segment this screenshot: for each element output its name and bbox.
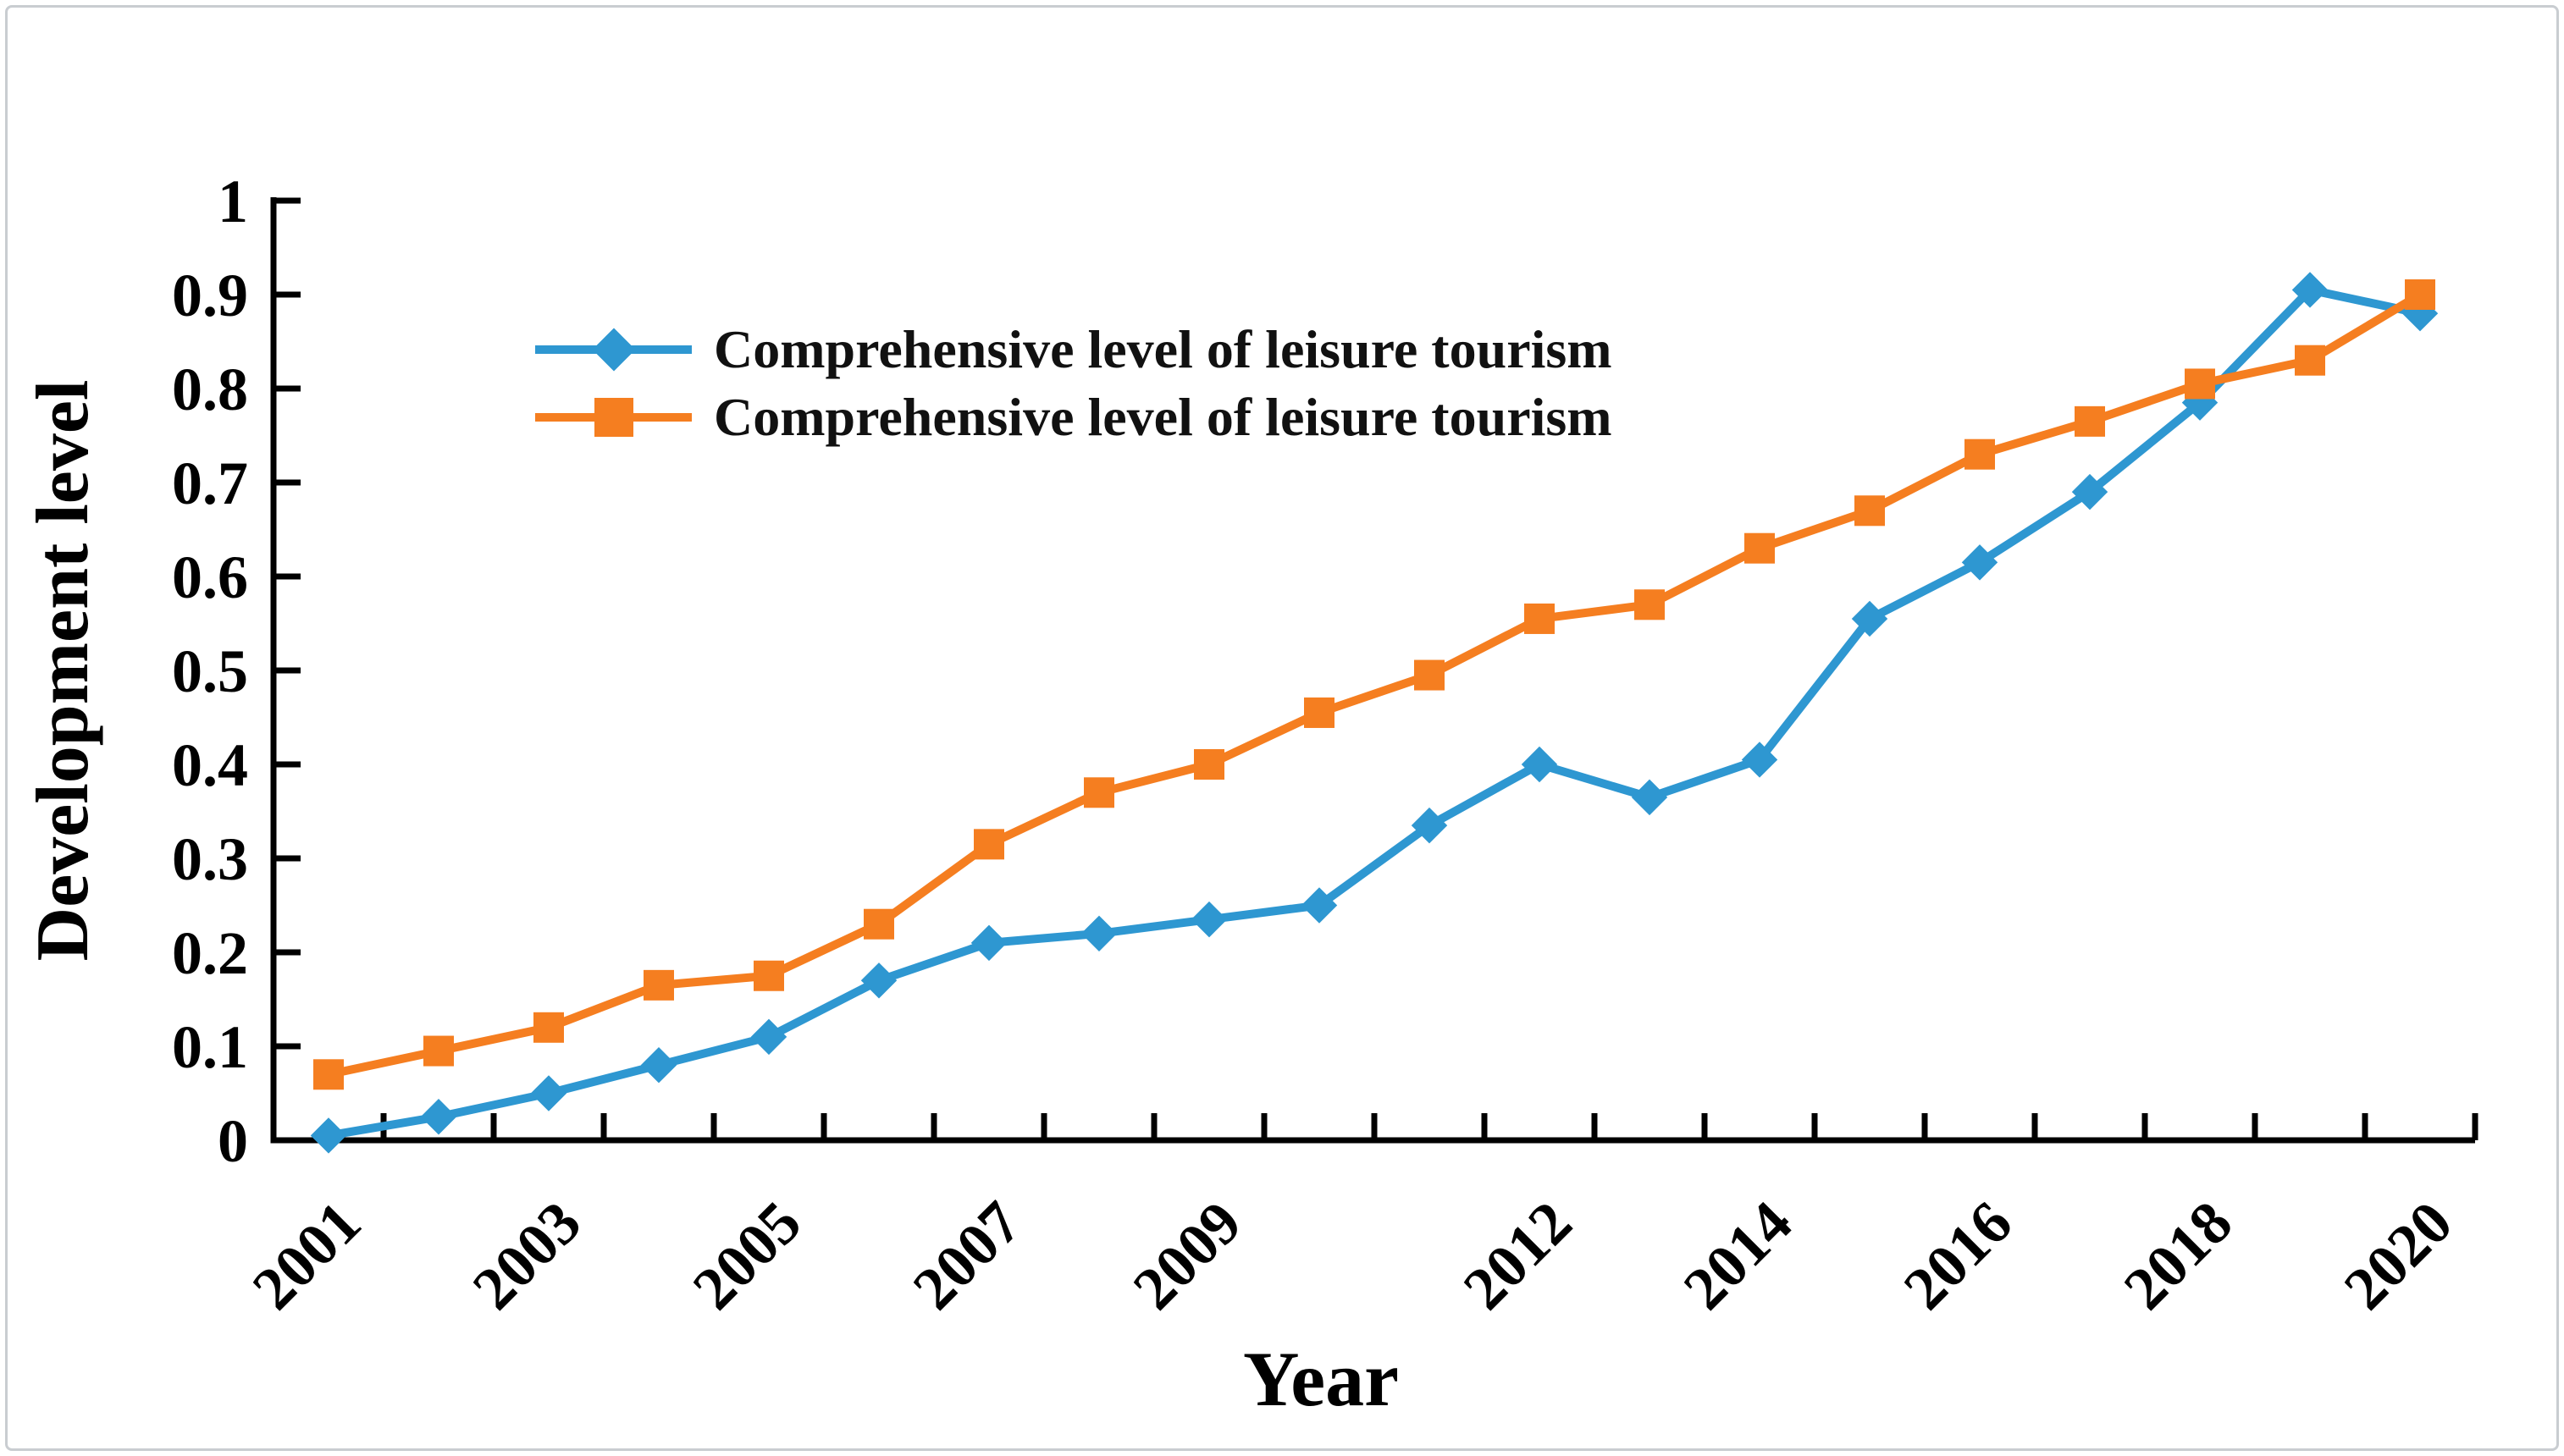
x-tick-label: 2009: [1120, 1189, 1254, 1322]
y-tick-label: 0.3: [172, 825, 248, 893]
x-tick-label: 2018: [2111, 1189, 2245, 1322]
data-point-marker: [1631, 779, 1668, 816]
data-point-marker: [750, 1018, 787, 1056]
y-tick-label: 0.2: [172, 919, 248, 987]
data-point-marker: [2075, 405, 2105, 437]
x-tick-label: 2007: [900, 1189, 1034, 1322]
data-point-marker: [1854, 495, 1885, 527]
diamond-marker-icon: [592, 328, 635, 372]
data-point-marker: [423, 1035, 454, 1067]
data-point-marker: [1964, 438, 1995, 470]
legend-item-series-2: Comprehensive level of leisure tourism: [535, 387, 1612, 447]
data-point-marker: [974, 829, 1004, 860]
data-point-marker: [310, 1117, 347, 1154]
y-tick-label: 0.7: [172, 449, 248, 517]
x-tick-label: 2003: [460, 1189, 594, 1322]
y-tick-label: 0.9: [172, 262, 248, 329]
data-point-marker: [754, 960, 784, 991]
data-point-marker: [2185, 368, 2215, 400]
data-point-marker: [530, 1075, 567, 1111]
x-axis-title: Year: [1243, 1336, 1399, 1422]
data-point-marker: [1524, 603, 1555, 634]
data-point-marker: [2295, 345, 2325, 376]
data-point-marker: [533, 1012, 564, 1043]
y-tick-label: 1: [218, 168, 248, 235]
legend-swatch-diamond: [535, 323, 692, 377]
data-point-marker: [1634, 589, 1665, 620]
data-point-marker: [2405, 279, 2435, 310]
data-point-marker: [1084, 777, 1114, 808]
data-point-marker: [1191, 901, 1228, 938]
data-point-marker: [1304, 697, 1334, 728]
series-line-2: [324, 290, 2424, 1079]
data-point-marker: [313, 1059, 344, 1090]
data-point-marker: [864, 908, 894, 940]
legend-item-series-1: Comprehensive level of leisure tourism: [535, 319, 1612, 379]
legend: Comprehensive level of leisure tourism C…: [535, 319, 1612, 455]
x-tick-label: 2005: [680, 1189, 814, 1322]
y-axis-title: Development level: [22, 379, 104, 962]
data-point-marker: [644, 969, 674, 1001]
data-point-marker: [970, 924, 1008, 962]
legend-label-series-2: Comprehensive level of leisure tourism: [714, 387, 1612, 447]
y-tick-label: 0: [218, 1107, 248, 1175]
y-tick-label: 0.1: [172, 1013, 248, 1081]
y-tick-label: 0.5: [172, 637, 248, 705]
x-tick-label: 2016: [1891, 1189, 2025, 1322]
y-tick-label: 0.6: [172, 543, 248, 611]
data-point-marker: [860, 962, 898, 999]
data-point-marker: [1414, 659, 1445, 691]
x-tick-label: 2001: [240, 1189, 373, 1322]
legend-swatch-square: [535, 390, 692, 444]
data-point-marker: [1301, 887, 1338, 924]
data-point-marker: [1744, 532, 1775, 564]
data-point-marker: [420, 1099, 457, 1135]
square-marker-icon: [594, 398, 633, 437]
data-point-marker: [1411, 807, 1448, 844]
data-point-marker: [1194, 749, 1224, 780]
legend-label-series-1: Comprehensive level of leisure tourism: [714, 319, 1612, 379]
data-point-marker: [1080, 915, 1118, 952]
data-point-marker: [1521, 746, 1558, 783]
data-point-marker: [640, 1046, 677, 1084]
y-tick-label: 0.4: [172, 731, 248, 799]
y-tick-label: 0.8: [172, 356, 248, 423]
x-tick-label: 2014: [1671, 1189, 1804, 1322]
series-line-1: [324, 285, 2424, 1140]
x-tick-label: 2012: [1451, 1189, 1584, 1322]
x-tick-label: 2020: [2331, 1189, 2465, 1322]
